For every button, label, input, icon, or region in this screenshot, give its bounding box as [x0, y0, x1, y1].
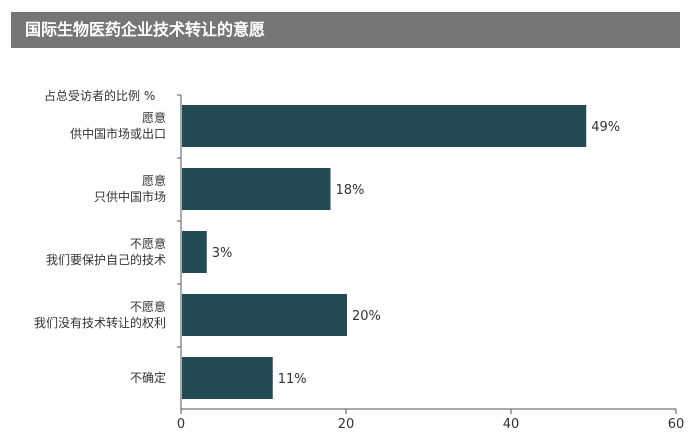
bar-value-label: 3%: [212, 246, 233, 261]
bar-value-label: 18%: [336, 183, 365, 198]
chart-title: 国际生物医药企业技术转让的意愿: [25, 20, 266, 39]
x-tick-label: 60: [668, 417, 685, 432]
x-tick-label: 0: [177, 417, 185, 432]
bar: [182, 231, 207, 273]
chart-subtitle: 占总受访者的比例 %: [44, 88, 155, 103]
bar-value-label: 49%: [591, 120, 620, 135]
bar: [182, 294, 347, 336]
category-label: 不愿意: [130, 299, 166, 314]
bar: [182, 105, 587, 147]
category-label: 愿意: [142, 173, 166, 188]
bar-value-label: 20%: [352, 309, 381, 324]
bar-value-label: 11%: [278, 372, 307, 387]
category-label: 我们没有技术转让的权利: [34, 315, 166, 330]
category-label: 不愿意: [130, 236, 166, 251]
category-label: 我们要保护自己的技术: [46, 252, 166, 267]
category-label: 不确定: [130, 370, 166, 385]
category-label: 只供中国市场: [94, 189, 166, 204]
x-tick-label: 20: [338, 417, 355, 432]
bar: [182, 168, 331, 210]
chart-title-bar: 国际生物医药企业技术转让的意愿: [11, 12, 680, 48]
category-label: 愿意: [142, 110, 166, 125]
bar: [182, 357, 273, 399]
x-tick-label: 40: [503, 417, 520, 432]
category-label: 供中国市场或出口: [70, 126, 166, 141]
